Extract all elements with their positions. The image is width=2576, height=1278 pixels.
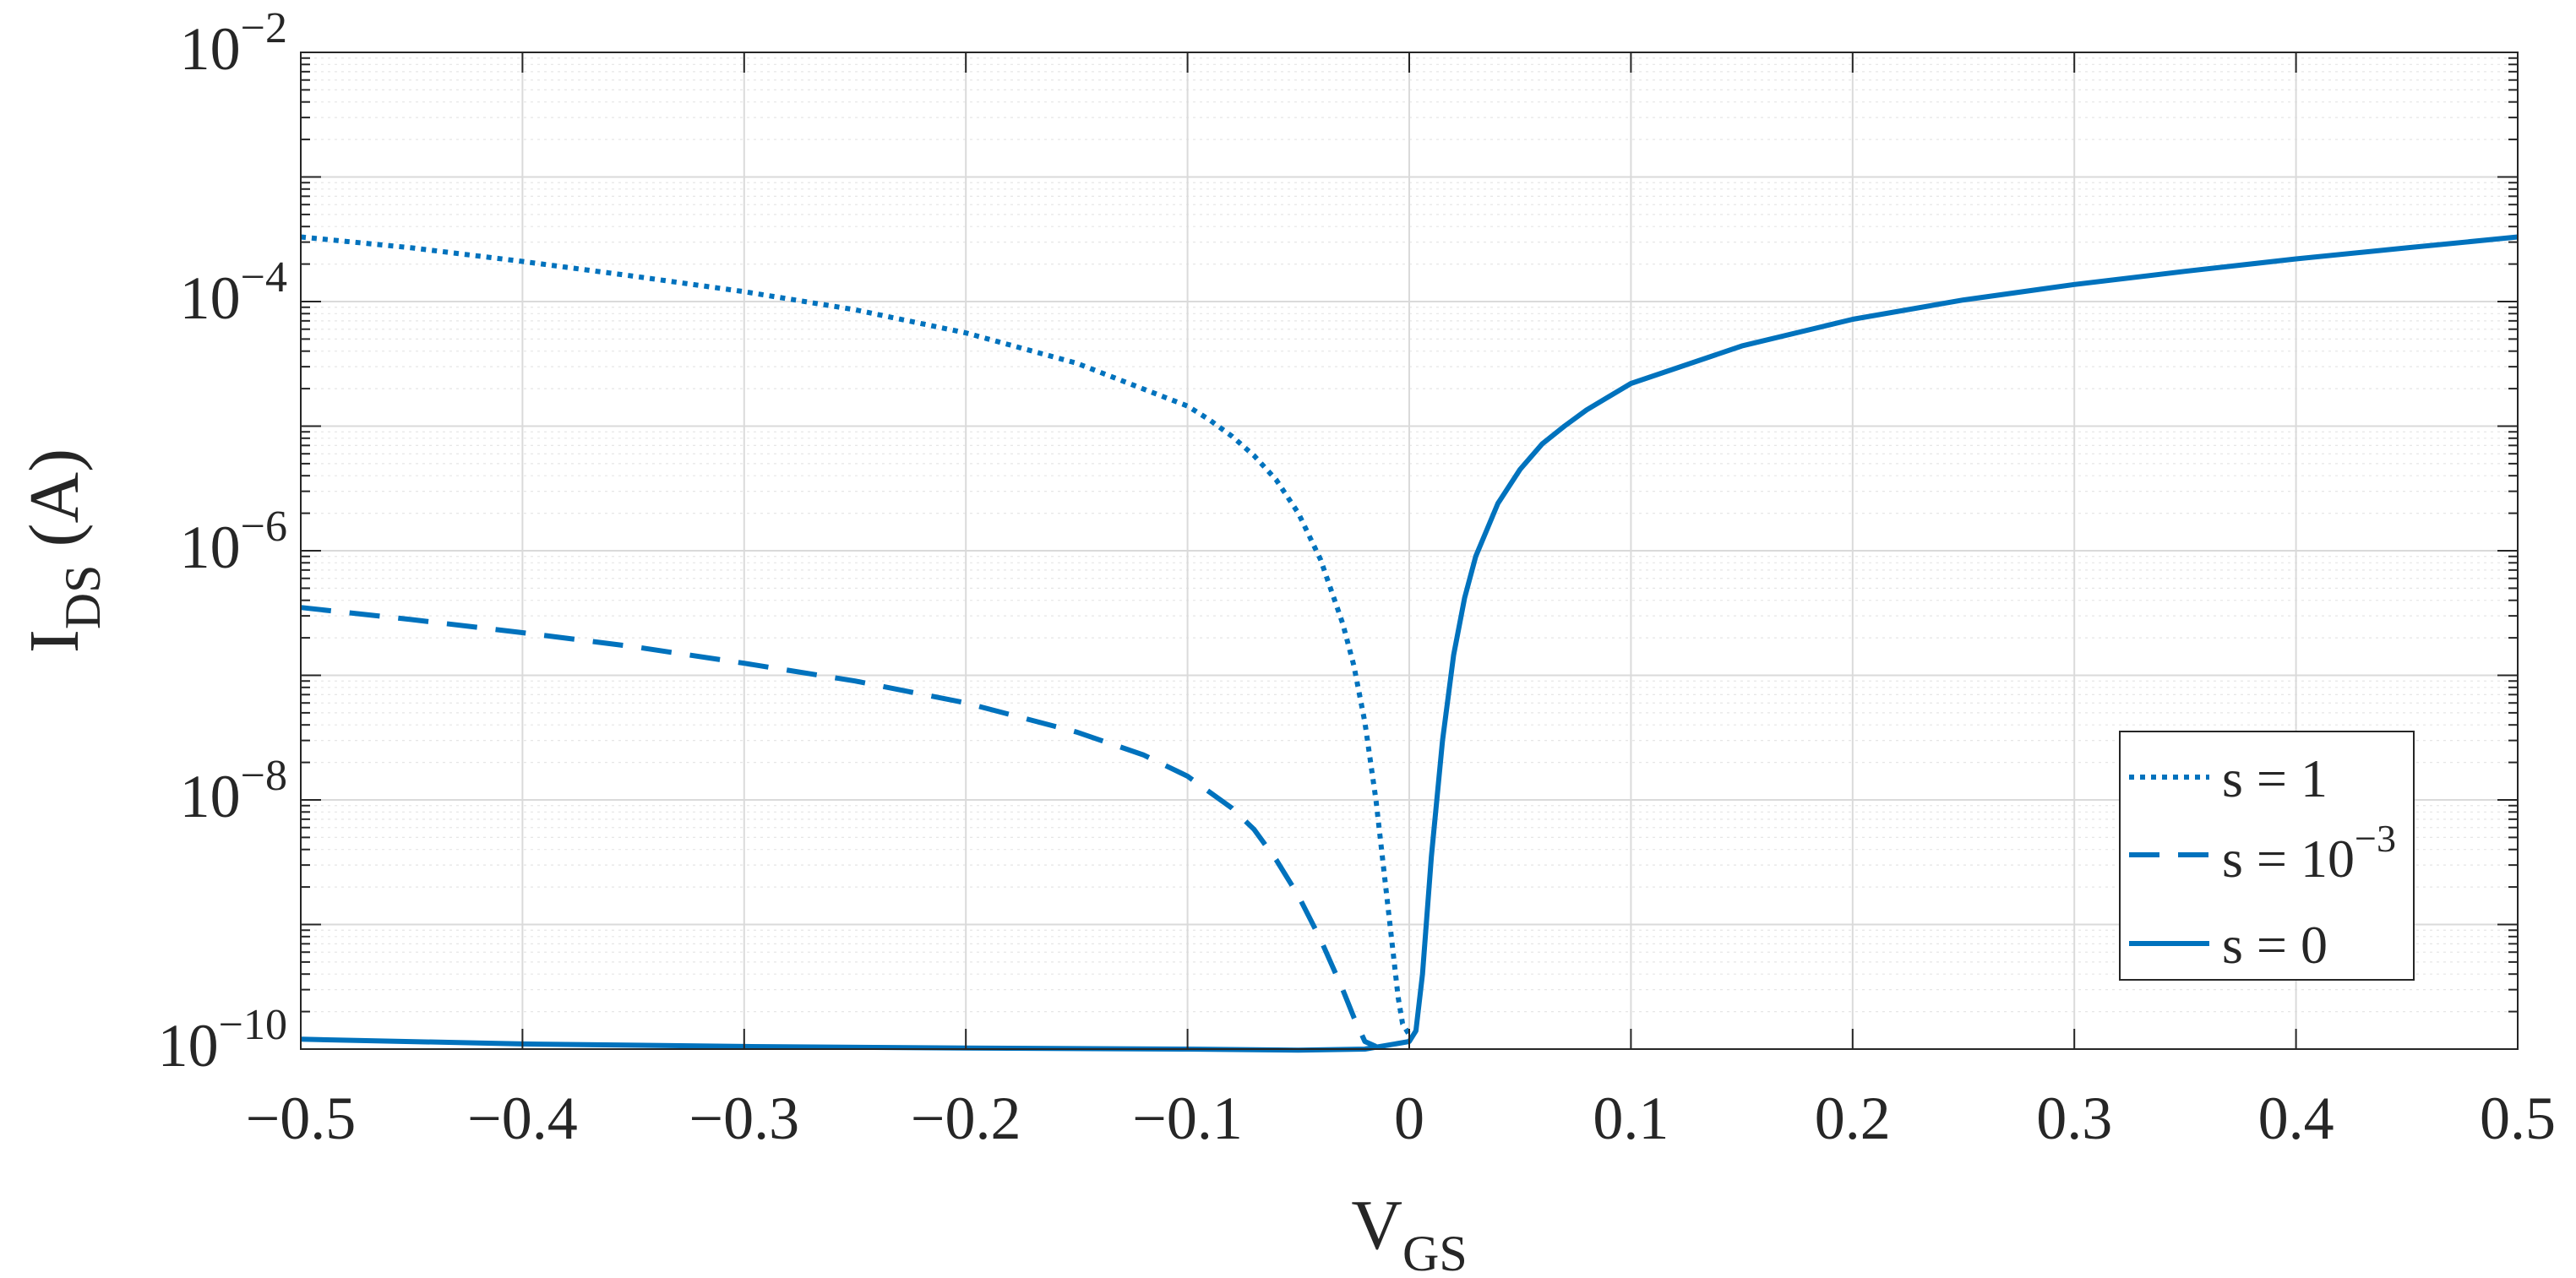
x-tick-label: −0.5	[246, 1085, 357, 1152]
legend-box	[2119, 731, 2415, 981]
legend-entry-s0: s = 0	[2222, 915, 2328, 975]
x-tick-label: 0.2	[1815, 1085, 1891, 1152]
y-tick-label-base: 10	[158, 1012, 219, 1080]
y-axis-label-main: I	[15, 629, 94, 653]
y-tick-label-exponent: −8	[241, 752, 287, 800]
y-tick-label-exponent: −2	[241, 4, 287, 52]
y-tick-label: 10−2	[180, 4, 287, 83]
x-tick-label: −0.1	[1132, 1085, 1243, 1152]
x-axis-label-sub: GS	[1402, 1226, 1468, 1278]
legend-entry-s1: s = 1	[2222, 748, 2328, 808]
y-tick-label: 10−4	[180, 253, 287, 332]
y-tick-labels: 10−210−410−610−810−10	[158, 4, 287, 1080]
x-axis-label-main: V	[1351, 1186, 1402, 1264]
y-tick-label: 10−8	[180, 752, 287, 830]
x-tick-label: 0.5	[2480, 1085, 2556, 1152]
series-s1-line	[300, 234, 1412, 1036]
y-tick-label-exponent: −10	[219, 1001, 287, 1049]
y-tick-label-exponent: −6	[241, 503, 287, 551]
y-tick-label-base: 10	[180, 763, 241, 830]
x-tick-label: −0.4	[467, 1085, 578, 1152]
y-tick-label-exponent: −4	[241, 253, 287, 302]
series-s1e-3-line	[300, 605, 1377, 1049]
legend: s = 1 s = 10−3 s = 0	[2119, 731, 2415, 981]
x-tick-labels: −0.5 −0.4 −0.3 −0.2 −0.1 0 0.1 0.2 0.3 0.4 0.5	[246, 1085, 2556, 1152]
x-axis-label: VGS	[1351, 1186, 1467, 1278]
y-axis-label: IDS (A)	[15, 449, 111, 653]
legend-entry-s1e-3-sup: −3	[2355, 817, 2396, 860]
y-tick-label-base: 10	[180, 15, 241, 83]
tick-marks	[300, 52, 2519, 1050]
legend-entry-s1e-3: s = 10−3	[2222, 817, 2396, 889]
x-tick-label: 0.3	[2036, 1085, 2112, 1152]
x-tick-label: 0	[1394, 1085, 1424, 1152]
y-axis-label-sub: DS	[55, 564, 111, 629]
x-tick-label: −0.2	[911, 1085, 1021, 1152]
y-axis-label-suffix: (A)	[15, 449, 94, 565]
y-tick-label-base: 10	[180, 264, 241, 332]
y-tick-label-base: 10	[180, 514, 241, 581]
x-tick-label: 0.4	[2258, 1085, 2334, 1152]
y-tick-label: 10−6	[180, 503, 287, 581]
x-tick-label: −0.3	[689, 1085, 799, 1152]
y-tick-label: 10−10	[158, 1001, 287, 1080]
x-tick-label: 0.1	[1593, 1085, 1669, 1152]
